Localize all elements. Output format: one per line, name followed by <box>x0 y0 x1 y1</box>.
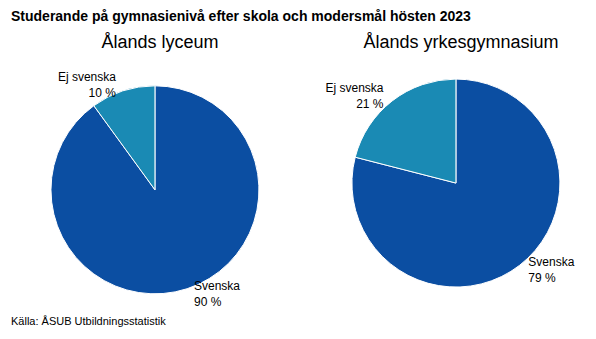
svg-text:Ej svenska: Ej svenska <box>58 70 116 84</box>
svg-text:Ålands lyceum: Ålands lyceum <box>101 32 218 52</box>
svg-text:Ålands yrkesgymnasium: Ålands yrkesgymnasium <box>363 32 558 52</box>
svg-text:79 %: 79 % <box>528 271 556 285</box>
svg-text:Ej svenska: Ej svenska <box>325 81 383 95</box>
svg-text:10 %: 10 % <box>89 86 117 100</box>
svg-text:Källa: ÅSUB Utbildningsstatist: Källa: ÅSUB Utbildningsstatistik <box>11 315 166 327</box>
svg-text:90 %: 90 % <box>194 295 222 309</box>
svg-text:Studerande på gymnasienivå eft: Studerande på gymnasienivå efter skola o… <box>11 8 471 24</box>
svg-text:Svenska: Svenska <box>194 279 240 293</box>
svg-text:Svenska: Svenska <box>528 255 574 269</box>
svg-text:21 %: 21 % <box>356 97 384 111</box>
